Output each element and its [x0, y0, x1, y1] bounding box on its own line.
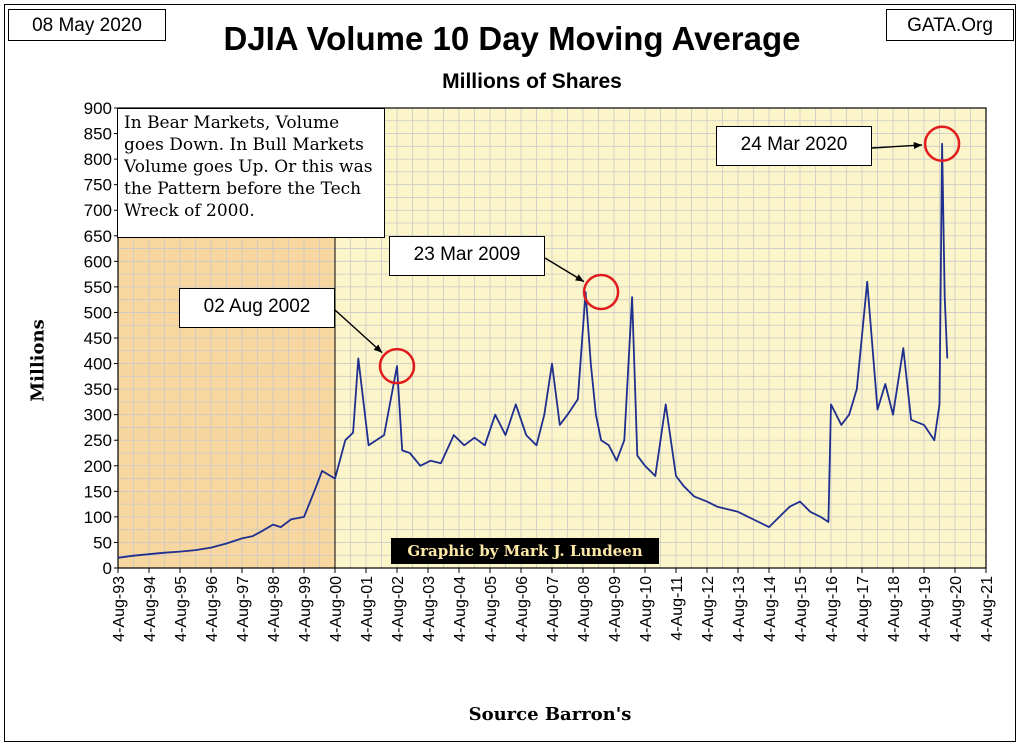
x-tick-label: 4-Aug-96	[204, 576, 221, 642]
y-tick-label: 850	[84, 125, 112, 144]
highlight-circle	[923, 125, 961, 163]
x-tick-label: 4-Aug-07	[545, 576, 562, 642]
x-tick-label: 4-Aug-09	[607, 576, 624, 642]
x-tick-label: 4-Aug-13	[731, 576, 748, 642]
y-tick-label: 150	[84, 482, 112, 501]
x-axis-label: Source Barron's	[468, 704, 632, 725]
x-tick-label: 4-Aug-05	[483, 576, 500, 642]
y-tick-label: 350	[84, 380, 112, 399]
x-tick-label: 4-Aug-15	[793, 576, 810, 642]
annotation-arrowhead	[575, 274, 584, 282]
annotation-arrowhead	[913, 141, 923, 149]
x-tick-label: 4-Aug-10	[638, 576, 655, 642]
x-tick-label: 4-Aug-04	[452, 576, 469, 642]
y-tick-label: 800	[84, 150, 112, 169]
site-label: GATA.Org	[886, 9, 1014, 41]
series-line	[117, 142, 949, 559]
y-tick-label: 650	[84, 227, 112, 246]
x-tick-label: 4-Aug-12	[700, 576, 717, 642]
x-tick-label: 4-Aug-20	[948, 576, 965, 642]
y-tick-label: 750	[84, 176, 112, 195]
y-tick-label: 600	[84, 252, 112, 271]
x-tick-label: 4-Aug-03	[421, 576, 438, 642]
annotation-arrow	[871, 144, 923, 149]
annotation-2009: 23 Mar 2009	[389, 236, 545, 276]
chart-title: DJIA Volume 10 Day Moving Average	[223, 20, 801, 57]
y-tick-label: 550	[84, 278, 112, 297]
annotation-2020: 24 Mar 2020	[716, 126, 872, 166]
x-tick-label: 4-Aug-17	[855, 576, 872, 642]
highlight-circle	[582, 273, 620, 311]
x-tick-label: 4-Aug-93	[111, 576, 128, 642]
y-tick-label: 900	[84, 99, 112, 118]
y-tick-label: 700	[84, 201, 112, 220]
x-tick-label: 4-Aug-97	[235, 576, 252, 642]
x-tick-label: 4-Aug-00	[328, 576, 345, 642]
x-tick-label: 4-Aug-16	[824, 576, 841, 642]
x-tick-label: 4-Aug-95	[173, 576, 190, 642]
y-tick-label: 250	[84, 431, 112, 450]
annotation-2002: 02 Aug 2002	[179, 288, 335, 328]
highlight-circle	[378, 347, 416, 385]
x-tick-label: 4-Aug-18	[886, 576, 903, 642]
y-tick-label: 200	[84, 457, 112, 476]
x-tick-label: 4-Aug-08	[576, 576, 593, 642]
note-box: In Bear Markets, Volume goes Down. In Bu…	[117, 108, 385, 238]
y-tick-label: 0	[103, 559, 112, 578]
annotation-arrowhead	[373, 344, 383, 353]
x-tick-label: 4-Aug-01	[359, 576, 376, 642]
y-tick-label: 300	[84, 406, 112, 425]
date-label: 08 May 2020	[8, 9, 166, 41]
credit-label: Graphic by Mark J. Lundeen	[391, 538, 659, 564]
x-tick-label: 4-Aug-19	[917, 576, 934, 642]
y-tick-label: 500	[84, 303, 112, 322]
x-tick-label: 4-Aug-98	[266, 576, 283, 642]
x-tick-label: 4-Aug-02	[390, 576, 407, 642]
x-tick-label: 4-Aug-11	[669, 576, 686, 641]
y-tick-label: 100	[84, 508, 112, 527]
y-tick-label: 400	[84, 355, 112, 374]
x-tick-label: 4-Aug-14	[762, 576, 779, 642]
chart-subtitle: Millions of Shares	[442, 70, 622, 93]
x-tick-label: 4-Aug-94	[142, 576, 159, 642]
x-tick-label: 4-Aug-21	[979, 576, 996, 642]
y-tick-label: 50	[93, 533, 112, 552]
x-tick-label: 4-Aug-06	[514, 576, 531, 642]
x-tick-label: 4-Aug-99	[297, 576, 314, 642]
annotation-arrow	[334, 309, 383, 354]
y-tick-label: 450	[84, 329, 112, 348]
